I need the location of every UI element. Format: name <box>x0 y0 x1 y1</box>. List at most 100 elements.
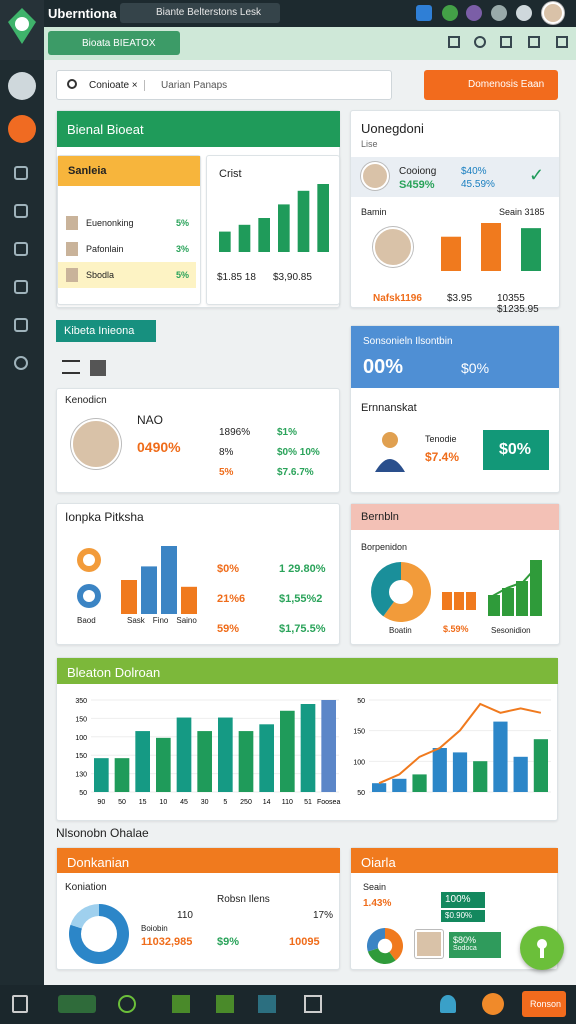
section-label: Nlsonobn Ohalae <box>56 826 149 840</box>
bar-chart <box>219 184 329 252</box>
icon[interactable] <box>90 360 106 376</box>
card-header: Donkanian <box>57 848 340 873</box>
card-header: Sonsonieln Ilsontbin 00% $0% <box>351 326 559 388</box>
donut-hole <box>377 938 393 954</box>
icon[interactable] <box>442 5 458 21</box>
toolbar-tab[interactable]: Bioata BIEATOX <box>48 31 180 55</box>
badge: $0% <box>483 430 549 470</box>
person-icon <box>373 430 407 472</box>
value: 1896% <box>219 427 251 438</box>
value: 17% <box>313 910 334 921</box>
value: 1.43% <box>363 898 392 909</box>
avatar <box>66 242 78 256</box>
section-label: Kibeta Inieona <box>56 320 156 342</box>
card: Uonegdoni Lise Cooiong S459% $40% 45.59%… <box>350 110 560 315</box>
fab[interactable] <box>520 926 564 970</box>
value: $1,55%2 <box>279 593 323 605</box>
icon[interactable] <box>556 36 568 48</box>
filter-chip[interactable]: Conioate × <box>89 80 145 91</box>
avatar <box>71 419 121 469</box>
icon[interactable] <box>528 36 540 48</box>
value: 59% <box>217 623 240 635</box>
row-name: Pafonlain <box>86 244 124 254</box>
bar <box>181 586 197 614</box>
icon[interactable] <box>12 995 28 1013</box>
icon[interactable] <box>448 36 460 48</box>
user-avatar[interactable] <box>542 2 564 24</box>
bar-chart: 350 150 100 150 130 50 90 50 15 10 45 30 5 250 14 110 51… <box>75 698 340 806</box>
x-tick-label: 45 <box>180 799 188 806</box>
label: $3,90.85 <box>273 272 312 283</box>
action-button[interactable]: Domenosis Eaan <box>424 70 558 100</box>
bar <box>530 560 542 616</box>
search-icon <box>67 79 77 89</box>
check: ✓ <box>529 165 545 185</box>
row-name: Euenonking <box>86 218 134 228</box>
icon[interactable] <box>482 993 504 1015</box>
card: Bleaton Dolroan 350 150 100 150 130 50 90 50 15 1… <box>56 657 558 821</box>
x-tick-label: 30 <box>201 799 209 806</box>
bar <box>442 592 452 610</box>
nav-item[interactable] <box>14 280 28 294</box>
icon[interactable] <box>474 36 486 48</box>
tab[interactable]: Biante Belterstons Lesk <box>120 3 280 23</box>
icon[interactable] <box>62 360 80 374</box>
icon[interactable] <box>118 995 136 1013</box>
label: 10355 $1235.95 <box>497 293 539 315</box>
bar <box>493 721 508 792</box>
bar <box>258 218 270 252</box>
app-title: Uberntiona <box>48 6 117 21</box>
icon[interactable] <box>416 5 432 21</box>
bar <box>135 731 150 792</box>
person-name: Cooiong <box>399 166 437 177</box>
icon[interactable] <box>440 995 456 1013</box>
bar <box>502 588 514 616</box>
bar <box>412 774 427 792</box>
icon[interactable] <box>516 5 532 21</box>
nav-item[interactable] <box>8 72 36 100</box>
icon[interactable] <box>172 995 190 1013</box>
col: 1896% 8% 5% <box>219 423 250 483</box>
selected-row[interactable]: Cooiong S459% $40% 45.59% ✓ <box>351 157 559 197</box>
bar <box>176 717 192 792</box>
search-placeholder: Uarian Panaps <box>161 80 228 91</box>
value: 21%6 <box>217 593 246 605</box>
list-header: Sanleia <box>58 156 200 186</box>
logo-box <box>0 0 44 60</box>
card: Ionpka Pitksha Baod Sask Fino Saino $0% 21%… <box>56 503 340 645</box>
nav-item[interactable] <box>14 356 28 370</box>
bar <box>466 592 476 610</box>
icon[interactable] <box>58 995 96 1013</box>
nav-item[interactable] <box>8 115 36 143</box>
icon[interactable] <box>258 995 276 1013</box>
icon[interactable] <box>491 5 507 21</box>
legend: Sodoca <box>453 945 477 952</box>
nav-item[interactable] <box>14 166 28 180</box>
bar-label: Saino <box>176 616 197 625</box>
card-subtitle: Borpenidon <box>361 542 408 552</box>
search-box[interactable]: Conioate × Uarian Panaps <box>56 70 392 100</box>
icon[interactable] <box>216 995 234 1013</box>
nav-item[interactable] <box>14 204 28 218</box>
sidebar <box>0 60 44 985</box>
y-tick-label: 130 <box>75 772 87 779</box>
icon[interactable] <box>304 995 322 1013</box>
bottom-button[interactable]: Ronson <box>522 991 566 1017</box>
x-tick-label: 50 <box>118 799 126 806</box>
bar-chart <box>442 592 476 610</box>
donut-hole <box>389 580 413 604</box>
label: Robsn Ilens <box>217 894 270 905</box>
bar <box>533 739 548 792</box>
row-value: 5% <box>176 218 190 228</box>
bar <box>259 724 274 792</box>
value: 11032,985 <box>141 936 193 948</box>
nav-item[interactable] <box>14 318 28 332</box>
bar-chart <box>441 223 541 271</box>
bar <box>441 236 461 271</box>
nav-item[interactable] <box>14 242 28 256</box>
icon[interactable] <box>500 36 512 48</box>
value: 110 <box>177 910 193 921</box>
icon[interactable] <box>466 5 482 21</box>
y-tick-label: 50 <box>357 790 365 797</box>
bar <box>218 717 233 792</box>
